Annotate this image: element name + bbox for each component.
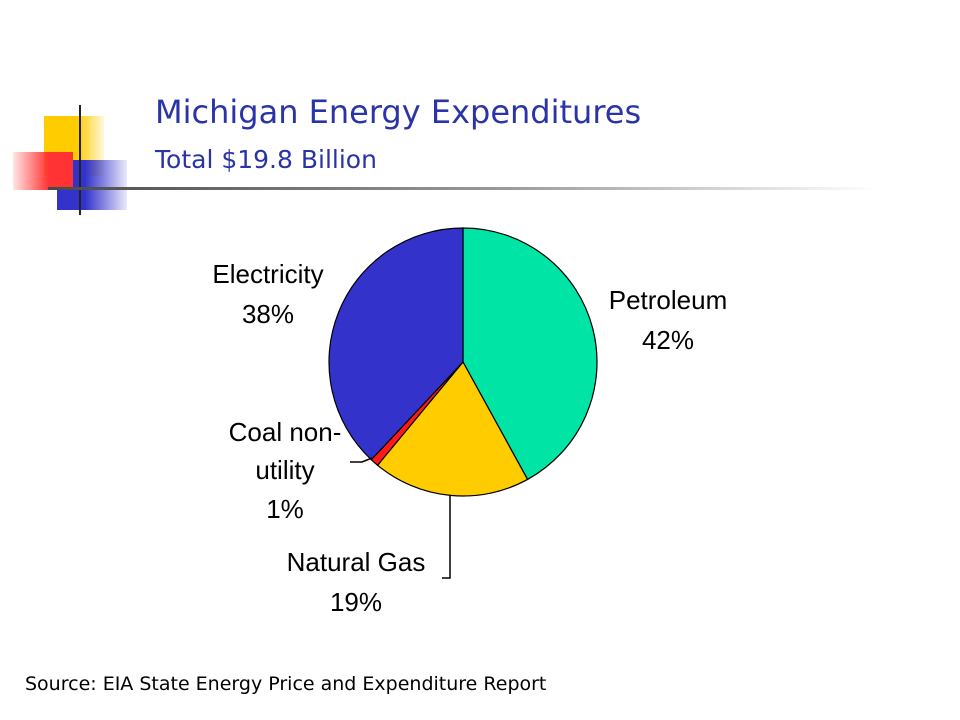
label-petroleum-value: 42% xyxy=(642,325,694,355)
label-electricity-name: Electricity xyxy=(212,259,323,289)
label-coal-line2: utility xyxy=(255,455,314,485)
source-note: Source: EIA State Energy Price and Expen… xyxy=(25,673,547,695)
pie-slice-electricity xyxy=(328,227,464,461)
pie-slices xyxy=(328,227,598,497)
label-electricity-value: 38% xyxy=(242,299,294,329)
slide-subtitle: Total $19.8 Billion xyxy=(155,145,377,174)
title-divider xyxy=(48,187,878,190)
label-coal-line1: Coal non- xyxy=(229,417,342,447)
slide-title: Michigan Energy Expenditures xyxy=(155,93,642,131)
pie-slice-petroleum xyxy=(462,227,598,481)
deco-red-square xyxy=(13,152,73,190)
leader-line-natural-gas xyxy=(442,495,451,579)
label-coal-value: 1% xyxy=(266,494,304,524)
leader-line-coal xyxy=(350,457,373,463)
label-natural-gas-value: 19% xyxy=(330,587,382,617)
label-petroleum-name: Petroleum xyxy=(609,285,728,315)
label-natural-gas-name: Natural Gas xyxy=(287,547,426,577)
deco-vertical-line xyxy=(79,105,81,215)
